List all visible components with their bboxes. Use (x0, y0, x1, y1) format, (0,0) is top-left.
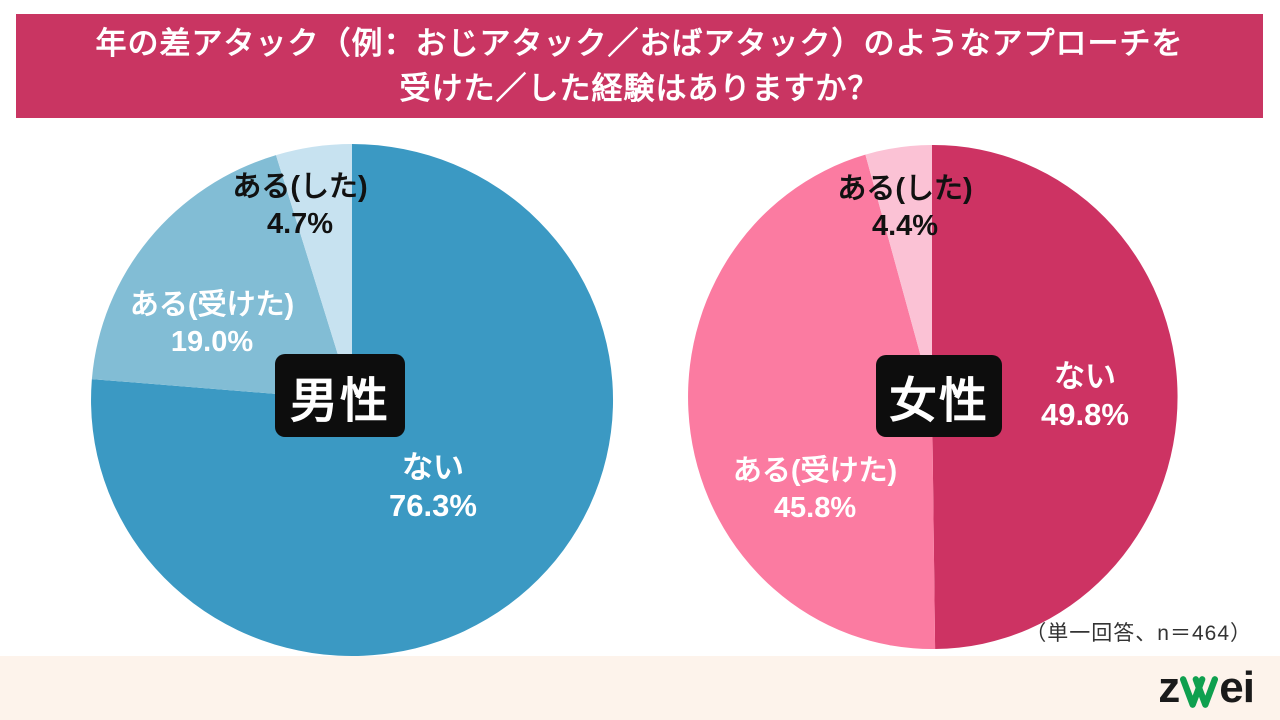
pie-female-slice-0 (932, 144, 1178, 649)
female-nai-text: ない (1054, 359, 1116, 394)
male-aru-shita-text: ある(した) (232, 171, 368, 203)
pie-chart-female (688, 144, 1178, 650)
female-aru-uketa-percent: 45.8% (773, 492, 857, 524)
gender-badge-female: 女性 (876, 355, 1002, 437)
pie-male-slice-1 (91, 155, 353, 400)
question-banner: 年の差アタック（例：おじアタック／おばアタック）のようなアプローチを 受けた／し… (16, 14, 1263, 118)
logo-letter-z: z (1158, 663, 1180, 712)
footer-bar: z ei (0, 656, 1280, 720)
male-slice-label-nai: ない 76.3% (323, 449, 543, 525)
male-nai-text: ない (402, 450, 464, 485)
male-aru-uketa-percent: 19.0% (170, 326, 254, 358)
female-nai-percent: 49.8% (1041, 397, 1129, 432)
female-slice-label-nai: ない 49.8% (975, 358, 1195, 434)
logo-w-icon (1180, 676, 1219, 708)
pie-male-slice-2 (276, 144, 352, 400)
female-aru-shita-percent: 4.4% (871, 210, 939, 242)
female-slice-label-aru-shita: ある(した) 4.4% (790, 171, 1020, 245)
male-aru-uketa-text: ある(受けた) (129, 289, 295, 321)
pie-female-slice-2 (865, 145, 932, 397)
survey-note: （単一回答、n＝464） (1025, 622, 1252, 645)
brand-logo: z ei (1158, 663, 1255, 712)
question-line-1: 年の差アタック（例：おじアタック／おばアタック）のようなアプローチを (95, 26, 1184, 61)
pie-female-slice-1 (688, 154, 936, 650)
male-slice-label-aru-shita: ある(した) 4.7% (185, 169, 415, 243)
female-aru-shita-text: ある(した) (837, 173, 973, 205)
male-nai-percent: 76.3% (389, 488, 477, 523)
female-slice-label-aru-uketa: ある(受けた) 45.8% (700, 453, 930, 527)
logo-letters-ei: ei (1219, 663, 1255, 712)
gender-badge-male: 男性 (275, 354, 405, 437)
question-line-2: 受けた／した経験はありますか？ (399, 71, 880, 106)
male-aru-shita-percent: 4.7% (266, 208, 334, 240)
female-aru-uketa-text: ある(受けた) (732, 455, 898, 487)
male-slice-label-aru-uketa: ある(受けた) 19.0% (87, 287, 337, 361)
